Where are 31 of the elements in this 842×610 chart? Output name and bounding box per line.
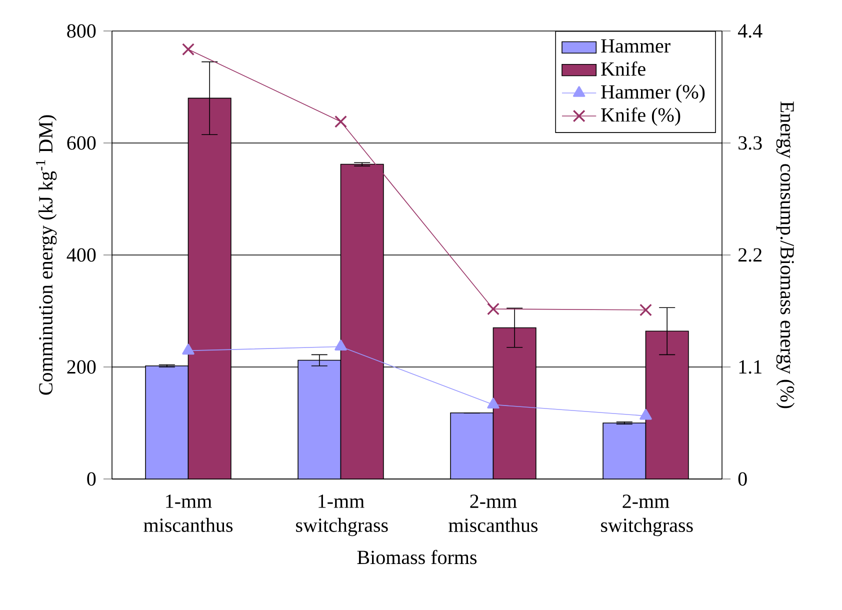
bar <box>492 327 536 479</box>
y-axis-title: Comminution energy (kJ kg$^{-1}$ DM) <box>36 115 57 395</box>
point <box>640 408 652 420</box>
legend-label: Hammer (%) <box>601 84 705 103</box>
y-tick-label: 600 <box>67 136 96 150</box>
y2-tick-label: 2.2 <box>738 248 762 262</box>
x-tick-label: 2-mm switchgrass <box>601 494 693 536</box>
bar <box>188 98 232 479</box>
x-axis-title: Biomass forms <box>357 550 477 564</box>
legend-label: Knife <box>601 61 646 76</box>
legend-label: Hammer <box>601 39 670 53</box>
x-tick-label: 1-mm miscanthus <box>144 494 233 532</box>
y2-tick-label: 4.4 <box>738 24 762 38</box>
y2-tick-label: 1.1 <box>739 360 762 374</box>
point <box>487 398 500 409</box>
y-tick-label: 800 <box>67 24 96 38</box>
point <box>334 340 347 351</box>
legend-label: Knife (%) <box>601 107 680 126</box>
y2-axis-title: Energy consump./Biomass energy (%) <box>776 102 795 408</box>
x-tick-label: 2-mm miscanthus <box>448 494 538 532</box>
y-tick-label: 0 <box>87 472 96 486</box>
point <box>182 344 194 355</box>
y-tick-label: 400 <box>66 248 96 262</box>
point <box>334 116 347 128</box>
bar <box>645 330 689 479</box>
point <box>182 43 194 56</box>
y-tick-label: 200 <box>67 360 96 374</box>
point <box>487 302 500 315</box>
x-tick-label: 1-mm switchgrass <box>296 494 388 536</box>
y2-tick-label: 3.3 <box>738 136 762 150</box>
y2-tick-label: 0 <box>738 472 747 486</box>
